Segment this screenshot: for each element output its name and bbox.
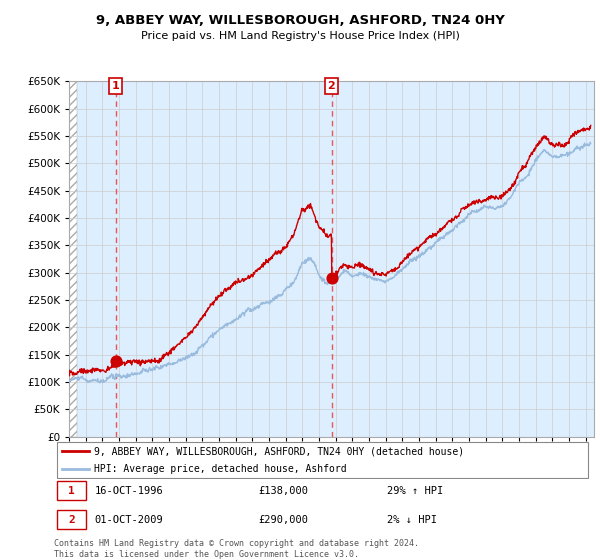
Text: 9, ABBEY WAY, WILLESBOROUGH, ASHFORD, TN24 0HY (detached house): 9, ABBEY WAY, WILLESBOROUGH, ASHFORD, TN… <box>94 446 464 456</box>
Text: 2: 2 <box>328 81 335 91</box>
Text: £290,000: £290,000 <box>258 515 308 525</box>
FancyBboxPatch shape <box>56 481 86 500</box>
Text: 16-OCT-1996: 16-OCT-1996 <box>94 486 163 496</box>
Text: 29% ↑ HPI: 29% ↑ HPI <box>387 486 443 496</box>
Text: 2% ↓ HPI: 2% ↓ HPI <box>387 515 437 525</box>
FancyBboxPatch shape <box>56 442 589 478</box>
Point <box>326 274 336 283</box>
Text: 01-OCT-2009: 01-OCT-2009 <box>94 515 163 525</box>
Text: 9, ABBEY WAY, WILLESBOROUGH, ASHFORD, TN24 0HY: 9, ABBEY WAY, WILLESBOROUGH, ASHFORD, TN… <box>95 14 505 27</box>
Text: 1: 1 <box>68 486 75 496</box>
Text: 2: 2 <box>68 515 75 525</box>
Text: Contains HM Land Registry data © Crown copyright and database right 2024.
This d: Contains HM Land Registry data © Crown c… <box>54 539 419 559</box>
FancyBboxPatch shape <box>56 511 86 529</box>
Text: Price paid vs. HM Land Registry's House Price Index (HPI): Price paid vs. HM Land Registry's House … <box>140 31 460 41</box>
Point <box>110 357 120 366</box>
Text: HPI: Average price, detached house, Ashford: HPI: Average price, detached house, Ashf… <box>94 464 347 474</box>
Text: 1: 1 <box>112 81 119 91</box>
Text: £138,000: £138,000 <box>258 486 308 496</box>
